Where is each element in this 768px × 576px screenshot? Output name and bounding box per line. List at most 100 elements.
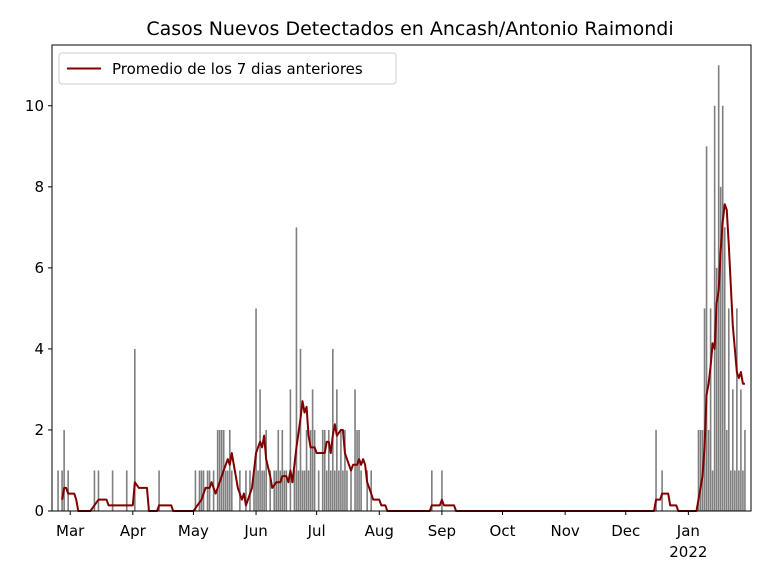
bar xyxy=(736,308,738,511)
bar xyxy=(431,470,433,511)
bar xyxy=(313,429,316,511)
y-tick-label: 0 xyxy=(34,502,44,520)
bar xyxy=(721,105,724,511)
bar xyxy=(63,429,65,511)
bar xyxy=(206,470,209,511)
x-tick-label: Jul xyxy=(307,522,326,540)
bar xyxy=(226,470,229,511)
bar xyxy=(329,470,332,511)
bar xyxy=(218,429,221,511)
x-tick-label: Aug xyxy=(365,522,394,540)
bar xyxy=(727,308,730,511)
x-tick-label: Sep xyxy=(428,522,456,540)
bar xyxy=(327,429,330,511)
bar xyxy=(346,470,348,511)
bar xyxy=(57,470,59,511)
bar xyxy=(265,429,267,511)
bar xyxy=(269,470,271,511)
bar xyxy=(723,227,726,511)
bar xyxy=(93,470,96,511)
x-axis: Mar Apr May Jun Jul Aug Sep Oct Nov Dec Jan 2022 xyxy=(56,511,707,561)
y-tick-label: 2 xyxy=(34,421,44,439)
bar xyxy=(311,389,314,511)
bar xyxy=(715,267,718,511)
x-tick-label: Nov xyxy=(550,522,579,540)
y-tick-label: 8 xyxy=(34,178,44,196)
bar xyxy=(738,470,740,511)
bar xyxy=(334,470,336,511)
bar xyxy=(441,470,443,511)
legend: Promedio de los 7 dias anteriores xyxy=(58,52,397,85)
bar xyxy=(216,429,219,511)
bar xyxy=(358,429,360,511)
x-tick-label: Jun xyxy=(243,522,267,540)
bar xyxy=(134,348,136,511)
x-tick-sublabel: 2022 xyxy=(669,543,707,561)
bar xyxy=(309,429,312,511)
line-series xyxy=(61,203,745,512)
bar xyxy=(323,429,326,511)
bar xyxy=(297,470,300,511)
bar xyxy=(742,470,744,511)
x-tick-label: Apr xyxy=(120,522,147,540)
x-tick-label: Dec xyxy=(611,522,640,540)
bar xyxy=(344,429,346,511)
bar xyxy=(220,429,223,511)
average-line xyxy=(61,203,745,512)
bar xyxy=(261,470,263,511)
bar xyxy=(255,308,257,511)
bar xyxy=(259,389,261,511)
bar xyxy=(245,470,247,511)
legend-box xyxy=(58,52,397,85)
bar xyxy=(350,470,352,511)
bar xyxy=(732,389,734,511)
bar xyxy=(277,429,280,511)
bar xyxy=(699,429,702,511)
bar xyxy=(703,308,706,511)
bar xyxy=(734,470,736,511)
bar xyxy=(356,429,358,511)
bar xyxy=(111,470,114,511)
bar xyxy=(228,429,231,511)
bar xyxy=(263,470,265,511)
bar-series xyxy=(57,65,746,512)
bar xyxy=(158,470,160,511)
bar xyxy=(281,429,284,511)
bar xyxy=(275,470,278,511)
bar xyxy=(301,470,304,511)
bar xyxy=(289,389,292,511)
bar xyxy=(338,470,340,511)
bar xyxy=(366,470,368,511)
bar xyxy=(744,429,746,511)
y-tick-label: 6 xyxy=(34,259,44,277)
legend-label: Promedio de los 7 dias anteriores xyxy=(112,60,363,78)
bar xyxy=(305,429,308,511)
bar xyxy=(325,470,328,511)
bar xyxy=(293,470,296,511)
bar xyxy=(285,470,288,511)
bar xyxy=(194,470,197,511)
bar xyxy=(360,470,362,511)
bar xyxy=(273,470,276,511)
bar xyxy=(230,470,233,511)
bar xyxy=(125,470,128,511)
bar xyxy=(208,470,211,511)
bar xyxy=(655,429,657,511)
bar xyxy=(257,470,259,511)
y-tick-label: 4 xyxy=(34,340,44,358)
bar xyxy=(283,470,286,511)
bar xyxy=(354,389,356,511)
bar xyxy=(740,389,742,511)
bar xyxy=(299,348,302,511)
plot-frame xyxy=(51,44,752,512)
bar xyxy=(713,105,716,511)
x-tick-label: Mar xyxy=(56,522,85,540)
bar xyxy=(719,186,722,511)
bar xyxy=(321,429,324,511)
bar xyxy=(342,470,344,511)
bar xyxy=(307,470,310,511)
bar xyxy=(709,308,712,511)
bar xyxy=(253,470,255,511)
bar xyxy=(725,429,728,511)
